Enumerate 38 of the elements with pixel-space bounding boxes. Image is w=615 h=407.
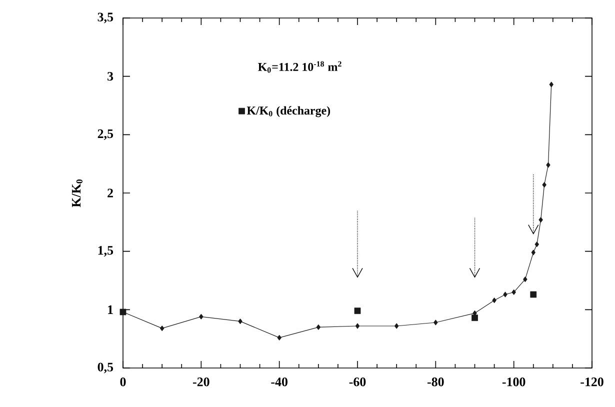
point bbox=[512, 289, 516, 295]
y-tick-label: 1,5 bbox=[98, 246, 114, 257]
point bbox=[316, 324, 321, 330]
y-axis-title: K/K$_{0}$ bbox=[72, 179, 83, 208]
y-tick-label: 0,5 bbox=[98, 362, 114, 374]
x-tick-label: -40 bbox=[271, 378, 288, 386]
point bbox=[354, 308, 361, 314]
point bbox=[199, 314, 204, 320]
y-tick-label: 2 bbox=[108, 188, 113, 198]
point bbox=[277, 334, 282, 340]
x-tick-label: -20 bbox=[193, 378, 210, 386]
point bbox=[472, 314, 478, 322]
point bbox=[538, 217, 543, 223]
point bbox=[530, 291, 537, 298]
annotation: K$_{0}$=11.2 10$^{-18}$ m$^{2}$ bbox=[258, 61, 342, 73]
x-tick-label: -120 bbox=[580, 378, 604, 386]
y-tick-label: 2,5 bbox=[98, 129, 114, 140]
point bbox=[531, 250, 536, 256]
y-tick-label: 3,5 bbox=[98, 12, 114, 24]
legend-label: K/K$_{0}$ (décharge) bbox=[246, 106, 330, 118]
x-tick-label: -60 bbox=[349, 378, 366, 386]
y-tick-label: 3 bbox=[108, 72, 114, 81]
point bbox=[492, 298, 496, 304]
x-tick-label: 0 bbox=[120, 378, 126, 386]
point bbox=[549, 82, 554, 88]
point bbox=[546, 162, 550, 168]
point bbox=[238, 318, 242, 324]
point bbox=[542, 182, 546, 188]
point bbox=[394, 323, 399, 329]
point bbox=[355, 323, 360, 329]
y-tick-label: 1 bbox=[108, 305, 113, 314]
point bbox=[523, 276, 528, 282]
x-tick-label: -100 bbox=[502, 378, 526, 386]
point bbox=[160, 326, 164, 332]
point bbox=[434, 320, 438, 326]
point bbox=[534, 242, 539, 248]
point bbox=[503, 292, 508, 298]
x-tick-label: -80 bbox=[428, 378, 444, 386]
